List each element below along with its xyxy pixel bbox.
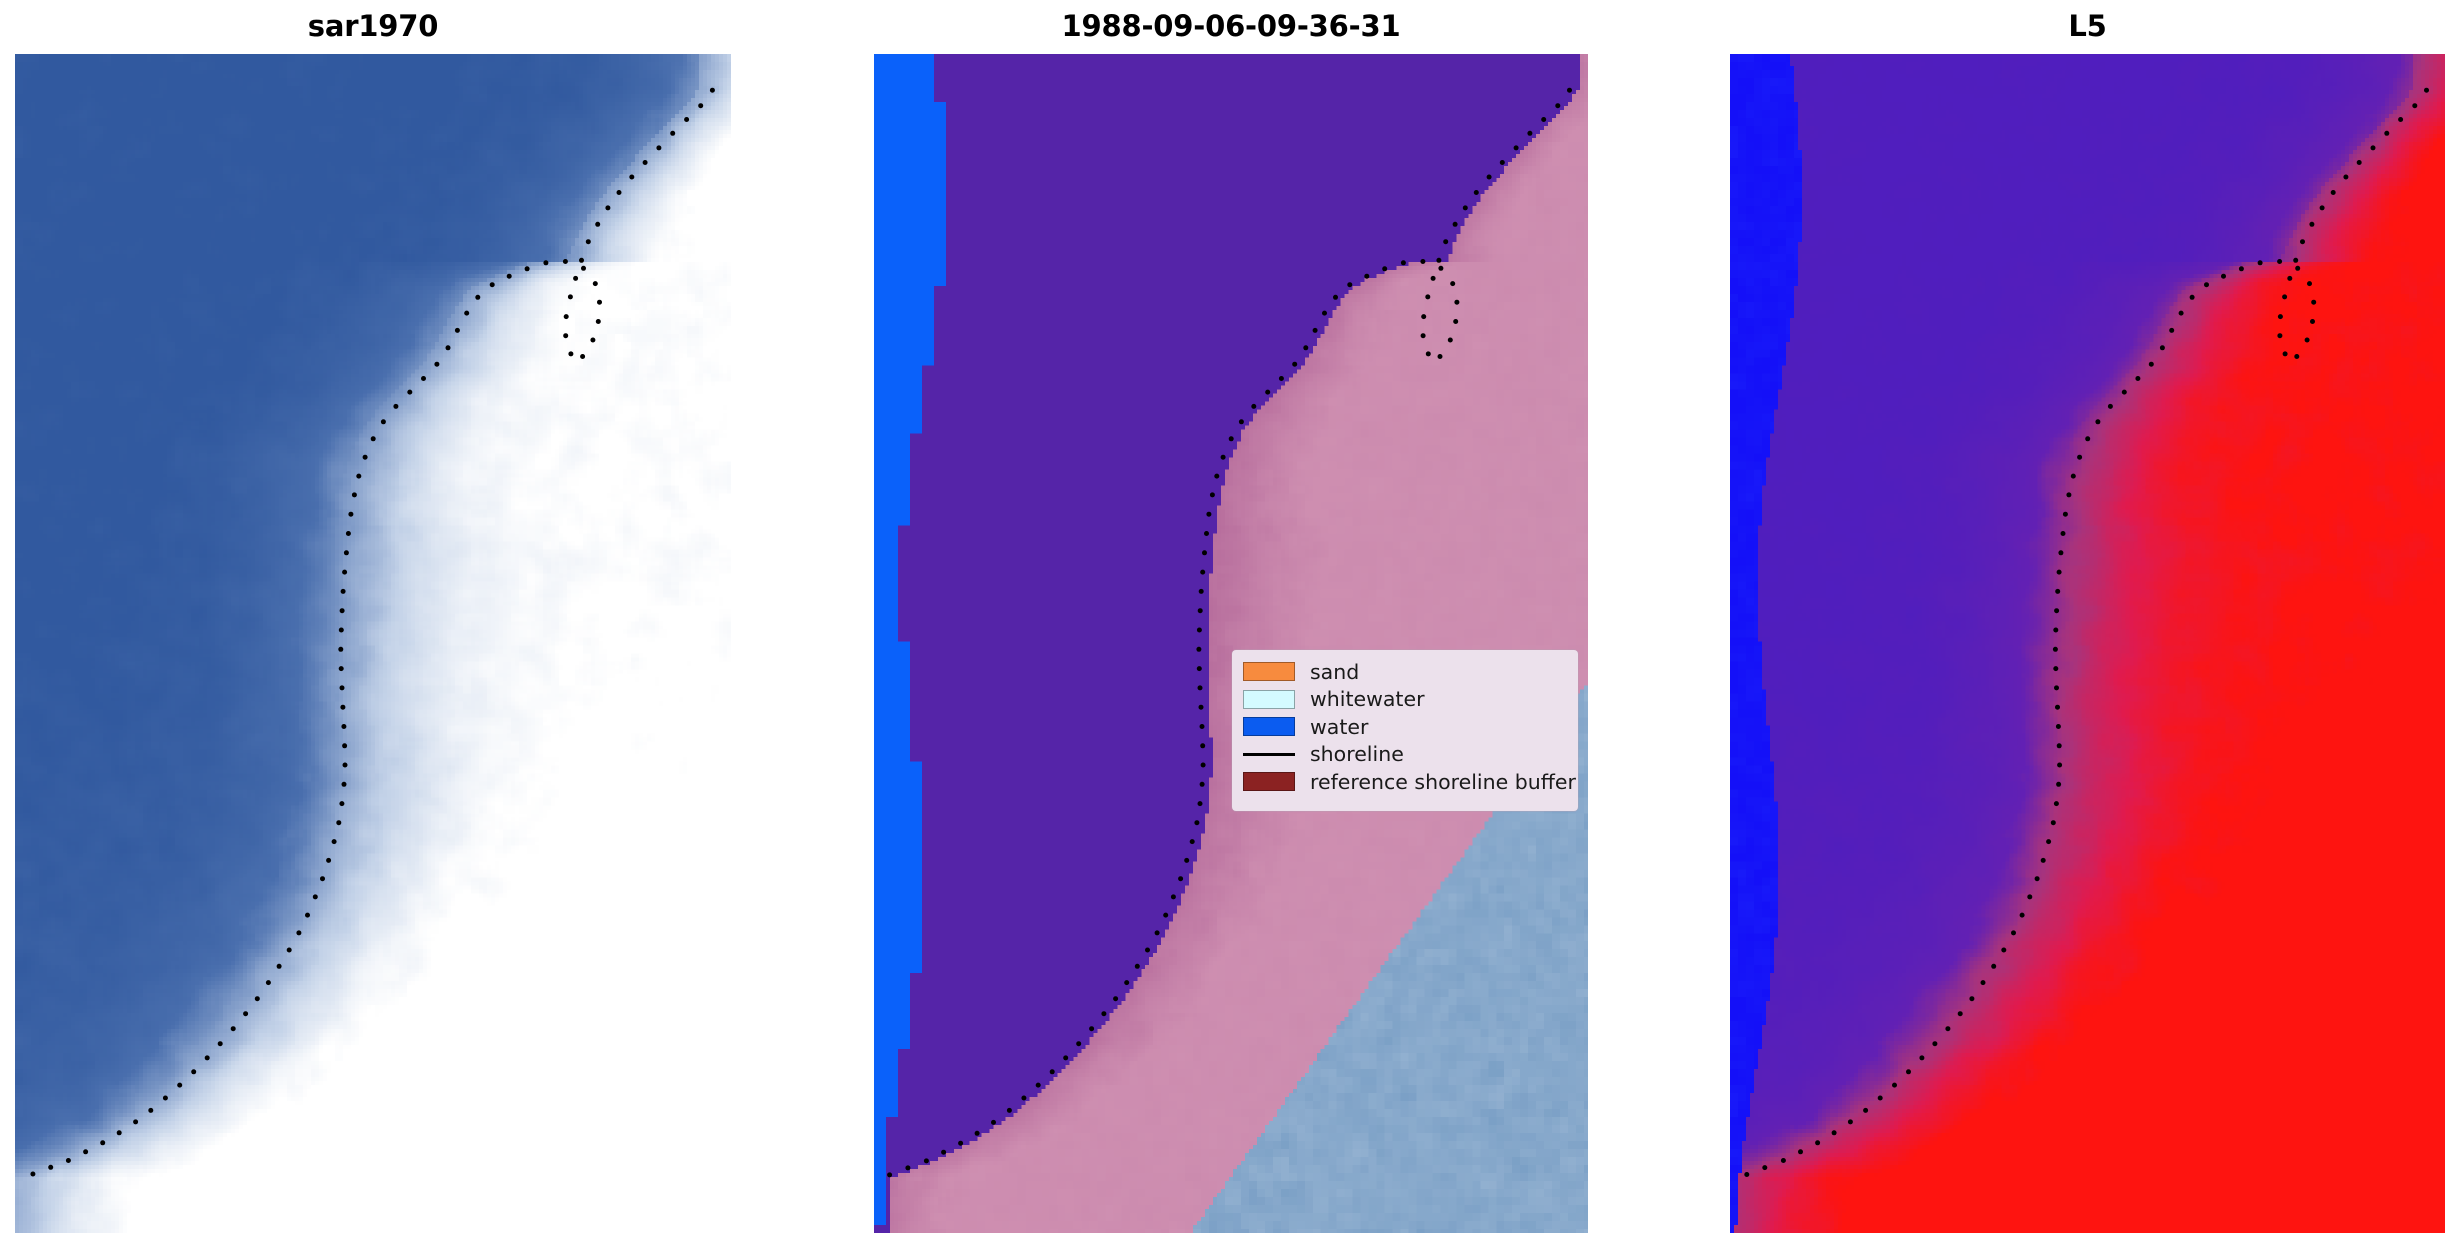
image-panel-l5[interactable] (1730, 54, 2445, 1233)
legend-label-sand: sand (1310, 659, 1360, 684)
legend-label-reference-shoreline-buffer: reference shoreline buffer (1310, 769, 1576, 794)
legend-swatch-wrap-shoreline (1242, 752, 1305, 756)
l5-raster-image (1730, 54, 2445, 1233)
legend-label-shoreline: shoreline (1310, 742, 1404, 766)
legend-swatch-wrap-reference-buffer (1242, 772, 1305, 792)
classification-raster-image (874, 54, 1588, 1233)
panel-title-sar: sar1970 (307, 9, 439, 43)
water-color-swatch-icon (1243, 717, 1295, 737)
legend-swatch-wrap-water (1242, 717, 1305, 737)
legend-item-water: water (1242, 713, 1572, 741)
image-panel-sar[interactable] (15, 54, 731, 1233)
panel-title-classified: 1988-09-06-09-36-31 (1061, 9, 1401, 43)
legend-label-water: water (1310, 714, 1369, 739)
legend-swatch-wrap-sand (1242, 662, 1305, 682)
legend-item-sand: sand (1242, 658, 1572, 686)
image-panel-classified[interactable] (874, 54, 1588, 1233)
legend-items: sand whitewater water shoreline (1242, 658, 1576, 796)
shoreline-line-swatch-icon (1243, 752, 1295, 756)
legend-box: sand whitewater water shoreline (1232, 650, 1578, 811)
sand-color-swatch-icon (1243, 662, 1295, 682)
legend-item-shoreline: shoreline (1242, 741, 1572, 769)
legend-label-whitewater: whitewater (1310, 687, 1425, 711)
reference-shoreline-buffer-color-swatch-icon (1243, 772, 1295, 792)
legend-swatch-wrap-whitewater (1242, 689, 1305, 709)
sar-raster-image (15, 54, 731, 1233)
legend-item-whitewater: whitewater (1242, 686, 1572, 714)
panel-title-l5: L5 (2068, 9, 2107, 43)
whitewater-color-swatch-icon (1243, 689, 1295, 709)
legend-item-reference-shoreline-buffer: reference shoreline buffer (1242, 768, 1576, 796)
